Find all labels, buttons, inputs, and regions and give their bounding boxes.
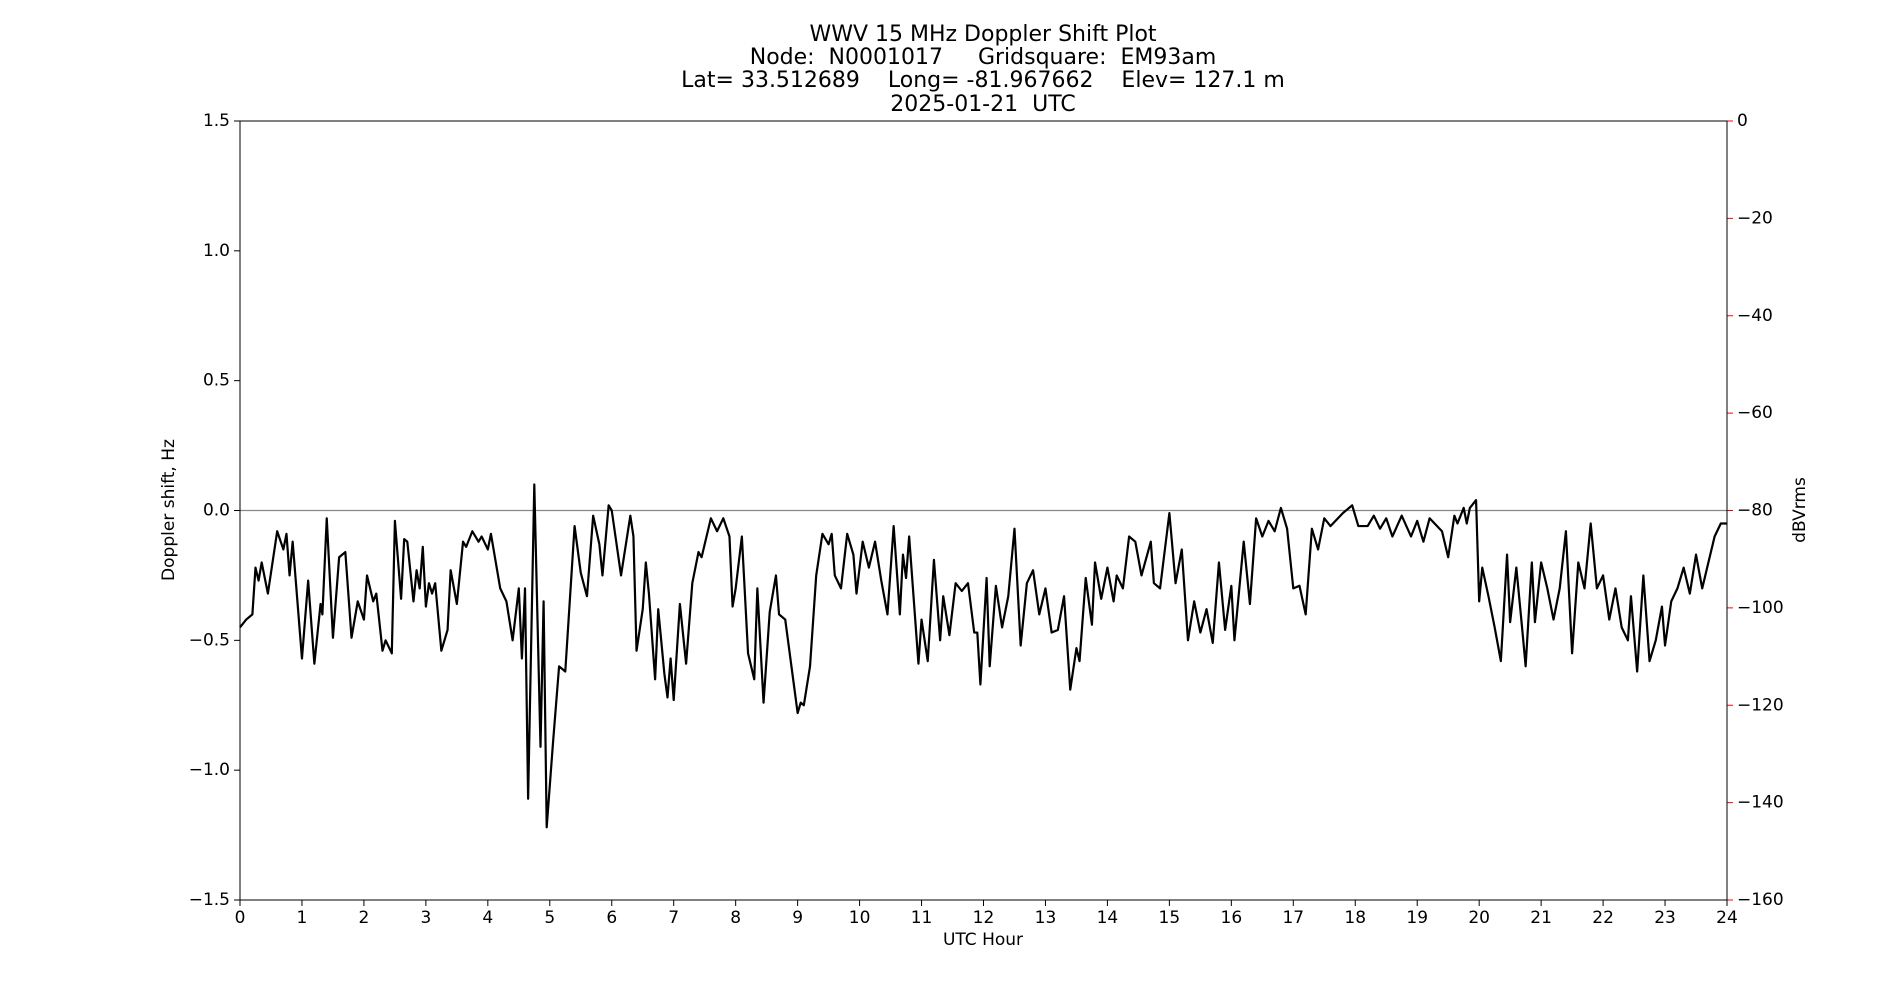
data-line (239, 483, 1727, 829)
y-tick-label: 1.5 (203, 111, 230, 131)
chart-title: WWV 15 MHz Doppler Shift Plot (809, 22, 1156, 47)
x-tick-label: 17 (1282, 908, 1304, 928)
y2-tick-label: 0 (1737, 111, 1748, 131)
x-tick-label: 11 (911, 908, 933, 928)
y2-tick-label: −40 (1737, 306, 1773, 326)
y2-tick-label: −20 (1737, 208, 1773, 228)
x-tick-label: 6 (606, 908, 617, 928)
chart-subtitle: 2025-01-21 UTC (890, 92, 1075, 117)
plot-frame (239, 120, 1728, 901)
y2-tick-label: −100 (1737, 598, 1784, 618)
x-tick-label: 23 (1654, 908, 1676, 928)
x-tick-label: 3 (420, 908, 431, 928)
x-tick-label: 7 (668, 908, 679, 928)
y2-tick-label: −160 (1737, 890, 1784, 910)
x-tick-label: 1 (297, 908, 308, 928)
x-tick-label: 21 (1530, 908, 1552, 928)
y-tick-label: −0.5 (189, 630, 230, 650)
x-tick-label: 8 (730, 908, 741, 928)
y2-tick-label: −140 (1737, 793, 1784, 813)
chart-subtitle: Node: N0001017 Gridsquare: EM93am (750, 45, 1217, 70)
y2-tick-label: −60 (1737, 403, 1773, 423)
y2-tick-label: −80 (1737, 501, 1773, 521)
chart-subtitle: Lat= 33.512689 Long= -81.967662 Elev= 12… (681, 68, 1285, 93)
y-tick-label: 0.5 (203, 371, 230, 391)
x-tick-label: 2 (359, 908, 370, 928)
x-tick-label: 0 (235, 908, 246, 928)
x-axis-label: UTC Hour (943, 930, 1023, 950)
x-tick-label: 24 (1716, 908, 1738, 928)
x-tick-label: 20 (1468, 908, 1490, 928)
y-tick-label: −1.0 (189, 760, 230, 780)
x-tick-label: 22 (1592, 908, 1614, 928)
x-tick-label: 15 (1159, 908, 1181, 928)
x-tick-label: 12 (973, 908, 995, 928)
x-tick-label: 10 (849, 908, 871, 928)
y-tick-label: 1.0 (203, 241, 230, 261)
y2-axis-label: dBVrms (1790, 477, 1810, 543)
x-tick-label: 18 (1344, 908, 1366, 928)
y-axis-label: Doppler shift, Hz (159, 439, 179, 581)
y-tick-label: −1.5 (189, 890, 230, 910)
y2-tick-label: −120 (1737, 695, 1784, 715)
x-tick-label: 5 (544, 908, 555, 928)
x-tick-label: 16 (1221, 908, 1243, 928)
x-tick-label: 14 (1097, 908, 1119, 928)
x-tick-label: 9 (792, 908, 803, 928)
x-tick-label: 4 (482, 908, 493, 928)
x-tick-label: 13 (1035, 908, 1057, 928)
y-tick-label: 0.0 (203, 501, 230, 521)
x-tick-label: 19 (1406, 908, 1428, 928)
